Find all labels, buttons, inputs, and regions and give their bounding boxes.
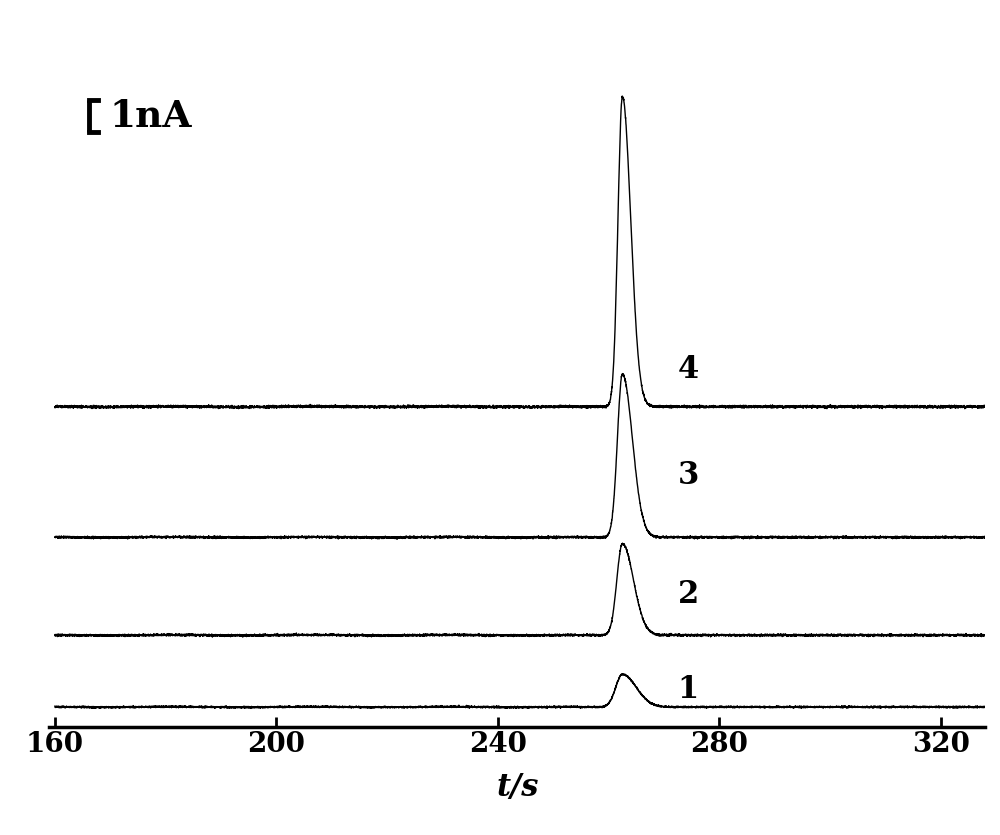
X-axis label: t/s: t/s <box>496 772 538 803</box>
Text: 1nA: 1nA <box>109 98 192 134</box>
Text: 1: 1 <box>678 674 699 705</box>
Text: 2: 2 <box>678 579 699 610</box>
Text: 4: 4 <box>678 354 699 385</box>
Text: 3: 3 <box>678 460 699 491</box>
